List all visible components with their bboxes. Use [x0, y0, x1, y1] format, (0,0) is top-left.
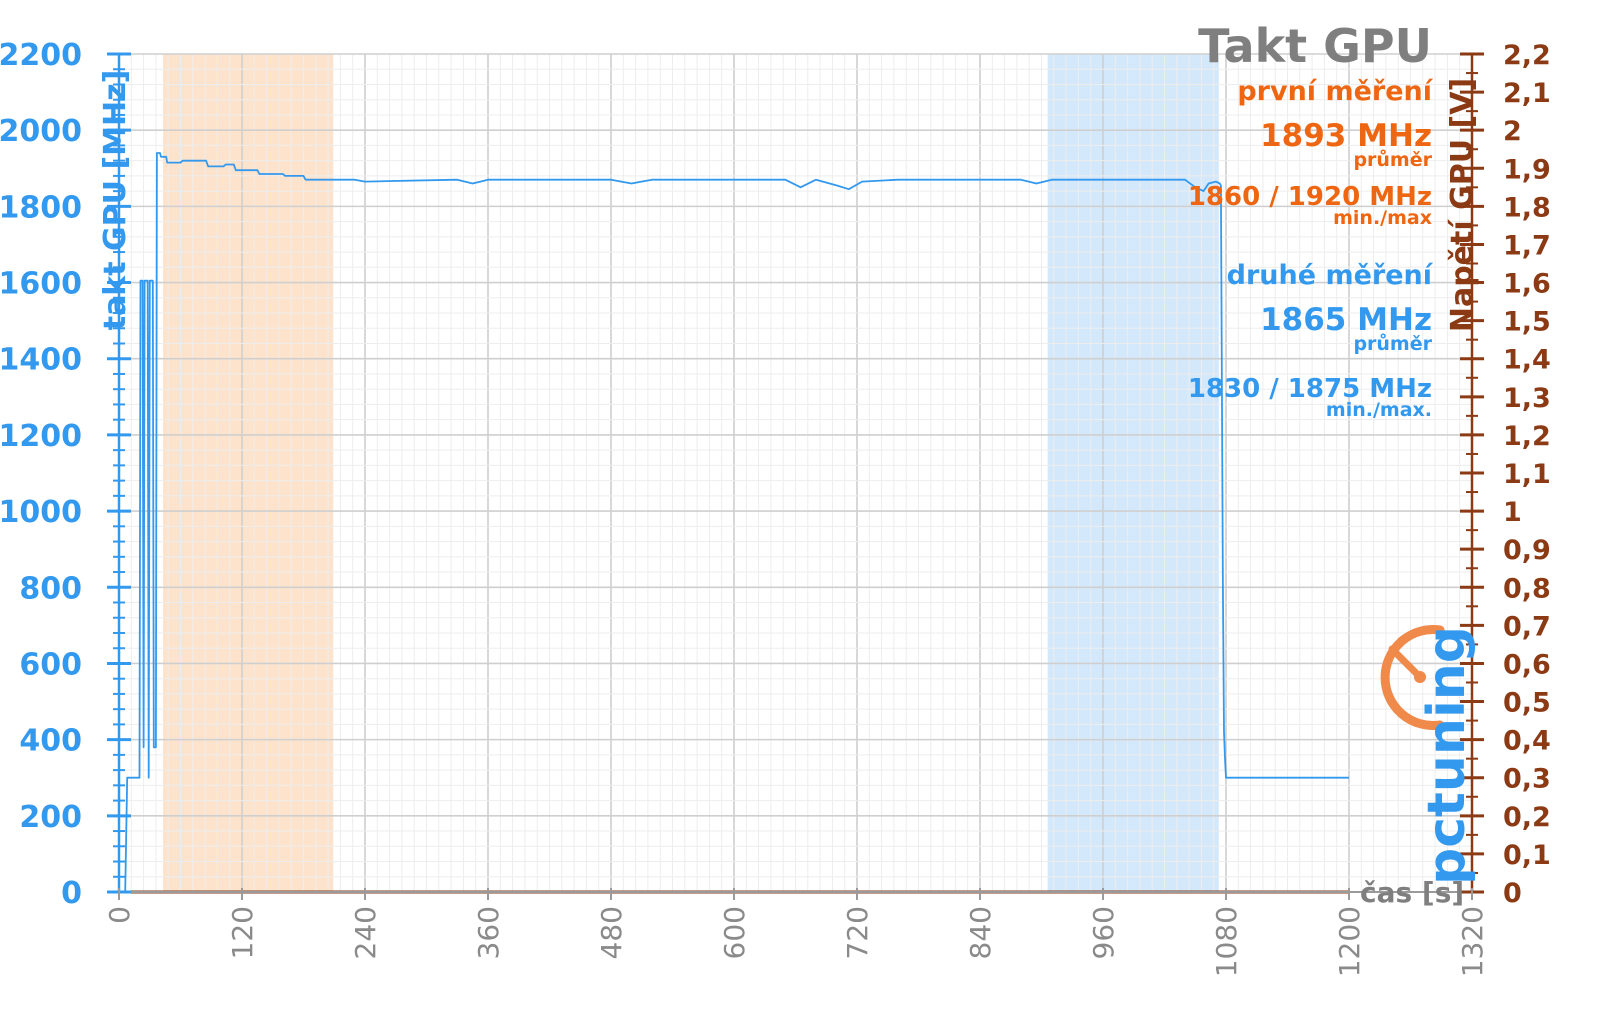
y2-tick-label: 0,1 [1503, 840, 1551, 871]
y2-tick-label: 2 [1503, 116, 1522, 147]
left-axis-ticks: 0 200 400 600 800 1000 1200 1400 1600 1800 2000 220… [0, 38, 131, 911]
x-tick-label: 720 [841, 906, 874, 959]
highlight-bands [163, 54, 1219, 892]
y2-tick-label: 1,3 [1503, 383, 1551, 414]
right-axis-ticks: 0 0,1 0,2 0,3 0,4 0,5 0,6 0,7 0,8 0,9 1 1,1 1,2 1,3 1,… [1460, 40, 1551, 909]
x-tick-label: 120 [226, 906, 259, 959]
clock-series-line [119, 152, 1349, 893]
y2-tick-label: 1,2 [1503, 421, 1551, 452]
y2-tick-label: 0,3 [1503, 764, 1551, 795]
x-tick-label: 240 [349, 906, 382, 959]
x-tick-label: 1320 [1456, 906, 1489, 977]
x-tick-label: 0 [103, 906, 136, 924]
y2-tick-label: 0,2 [1503, 802, 1551, 833]
second-minmax-caption: min./max. [1326, 399, 1432, 421]
x-tick-label: 960 [1087, 906, 1120, 959]
y2-tick-label: 0,5 [1503, 688, 1551, 719]
x-tick-label: 360 [472, 906, 505, 959]
y-tick-label: 400 [19, 724, 82, 759]
y-tick-label: 200 [19, 800, 82, 835]
y2-tick-label: 0,6 [1503, 649, 1551, 680]
y-tick-label: 1800 [0, 190, 82, 225]
y-tick-label: 1400 [0, 343, 82, 378]
highlight-band-1 [163, 54, 334, 892]
y2-tick-label: 0,7 [1503, 611, 1551, 642]
x-tick-label: 600 [718, 906, 751, 959]
first-average-value: 1893 MHz [1260, 118, 1432, 154]
y2-tick-label: 2,1 [1503, 78, 1551, 109]
y2-tick-label: 1,7 [1503, 230, 1551, 261]
y2-tick-label: 2,2 [1503, 40, 1551, 71]
x-axis-label: čas [s] [1360, 876, 1464, 909]
second-minmax-value: 1830 / 1875 MHz [1188, 374, 1432, 404]
first-average-caption: průměr [1353, 148, 1432, 171]
y2-tick-label: 0,4 [1503, 726, 1551, 757]
y2-tick-label: 1,5 [1503, 307, 1551, 338]
y-tick-label: 0 [61, 876, 82, 911]
y2-tick-label: 0,8 [1503, 573, 1551, 604]
y-tick-label: 1200 [0, 419, 82, 454]
highlight-band-2 [1047, 54, 1219, 892]
second-average-caption: průměr [1353, 332, 1432, 355]
y2-tick-label: 0 [1503, 878, 1522, 909]
y2-axis-label: Napětí GPU [V] [1445, 78, 1480, 332]
y2-tick-label: 1,1 [1503, 459, 1551, 490]
chart-title: Takt GPU [1198, 19, 1432, 73]
y-tick-label: 2000 [0, 114, 82, 149]
logo-text: pctuning [1417, 626, 1477, 885]
y-tick-label: 2200 [0, 38, 82, 73]
y2-tick-label: 1,9 [1503, 154, 1551, 185]
x-axis-ticks: 0 120 240 360 480 600 720 840 960 1080 1200 1320 [103, 888, 1489, 977]
gauge-center-icon [1414, 671, 1426, 683]
x-tick-label: 1200 [1333, 906, 1366, 977]
y2-tick-label: 0,9 [1503, 535, 1551, 566]
y-tick-label: 1000 [0, 495, 82, 530]
y-tick-label: 600 [19, 647, 82, 682]
y-tick-label: 800 [19, 571, 82, 606]
x-tick-label: 840 [964, 906, 997, 959]
gauge-icon [1380, 625, 1445, 730]
y2-tick-label: 1,8 [1503, 192, 1551, 223]
second-average-value: 1865 MHz [1260, 302, 1432, 338]
y2-tick-label: 1,6 [1503, 269, 1551, 300]
x-tick-label: 480 [595, 906, 628, 959]
second-measurement-label: druhé měření [1227, 260, 1434, 291]
first-minmax-caption: min./max [1333, 207, 1432, 229]
y-tick-label: 1600 [0, 267, 82, 302]
x-tick-label: 1080 [1210, 906, 1243, 977]
gauge-needle-icon [1388, 645, 1424, 681]
first-minmax-value: 1860 / 1920 MHz [1188, 182, 1432, 212]
y-axis-label: takt GPU [MHz] [98, 70, 133, 331]
grid-lines [118, 53, 1473, 893]
y2-tick-label: 1 [1503, 497, 1522, 528]
first-measurement-label: první měření [1237, 76, 1433, 107]
y2-tick-label: 1,4 [1503, 345, 1551, 376]
pctuning-logo: pctuning [1380, 625, 1477, 885]
